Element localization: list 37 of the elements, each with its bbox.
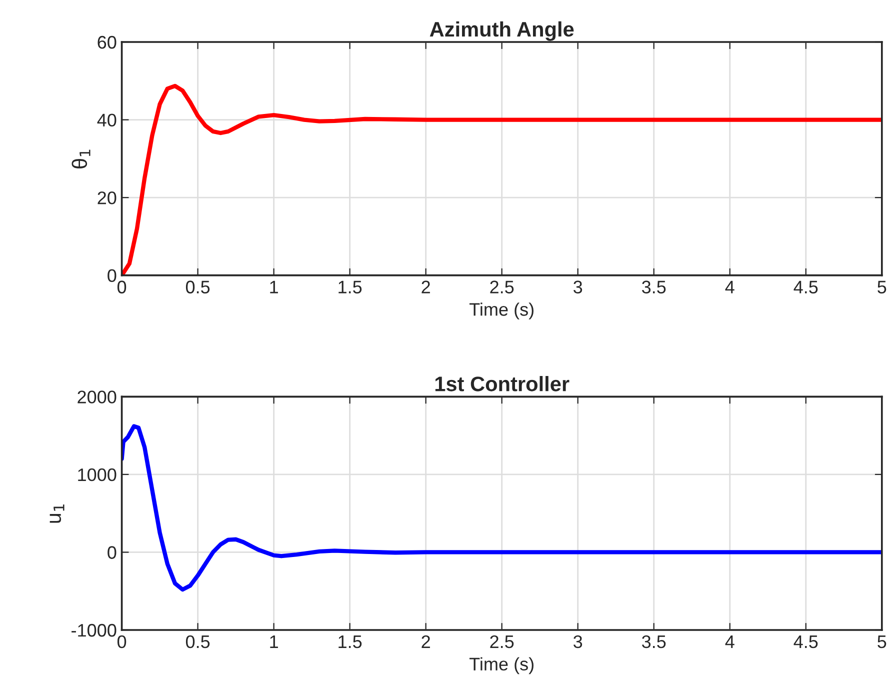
y-tick-label: 60 <box>98 36 116 49</box>
y-tick-label: -1000 <box>72 624 116 637</box>
y-tick-label: 0 <box>108 269 116 282</box>
chart-title: Azimuth Angle <box>430 21 574 41</box>
x-tick-label: 0 <box>117 280 126 294</box>
x-tick-label: 2 <box>422 280 430 294</box>
x-tick-label: 2 <box>422 635 430 648</box>
x-tick-label: 1.5 <box>338 636 362 648</box>
x-tick-label: 2.5 <box>490 635 514 648</box>
x-tick-label: 4.5 <box>794 280 818 294</box>
y-axis-title: u$_{1}$ <box>50 504 64 523</box>
x-tick-label: 3 <box>574 280 582 294</box>
y-tick-label: 2000 <box>78 390 116 404</box>
x-axis-title: Time (s) <box>469 657 534 674</box>
x-tick-label: 4 <box>725 636 734 648</box>
line-series <box>122 424 882 592</box>
chart-title: 1st Controller <box>435 376 570 392</box>
x-tick-label: 2.5 <box>490 280 514 294</box>
x-tick-label: 0 <box>117 635 126 648</box>
x-tick-label: 0.5 <box>186 280 210 294</box>
x-tick-label: 0.5 <box>186 635 210 648</box>
y-axis-title: θ$_{1}$ <box>72 150 90 168</box>
x-tick-label: 1 <box>270 636 278 648</box>
x-tick-label: 1.5 <box>338 280 362 294</box>
x-axis-title: Time (s) <box>469 302 534 320</box>
x-tick-label: 5 <box>878 636 886 648</box>
y-tick-label: 1000 <box>78 468 116 482</box>
y-tick-label: 0 <box>108 546 116 559</box>
y-tick-label: 40 <box>97 114 116 126</box>
x-tick-label: 3.5 <box>642 635 666 648</box>
x-tick-label: 3 <box>574 635 582 648</box>
x-tick-label: 5 <box>878 280 886 294</box>
x-tick-label: 4.5 <box>794 636 818 648</box>
y-tick-label: 20 <box>98 191 116 204</box>
x-tick-label: 1 <box>270 280 278 294</box>
x-tick-label: 4 <box>725 280 734 294</box>
x-tick-label: 3.5 <box>642 280 666 294</box>
